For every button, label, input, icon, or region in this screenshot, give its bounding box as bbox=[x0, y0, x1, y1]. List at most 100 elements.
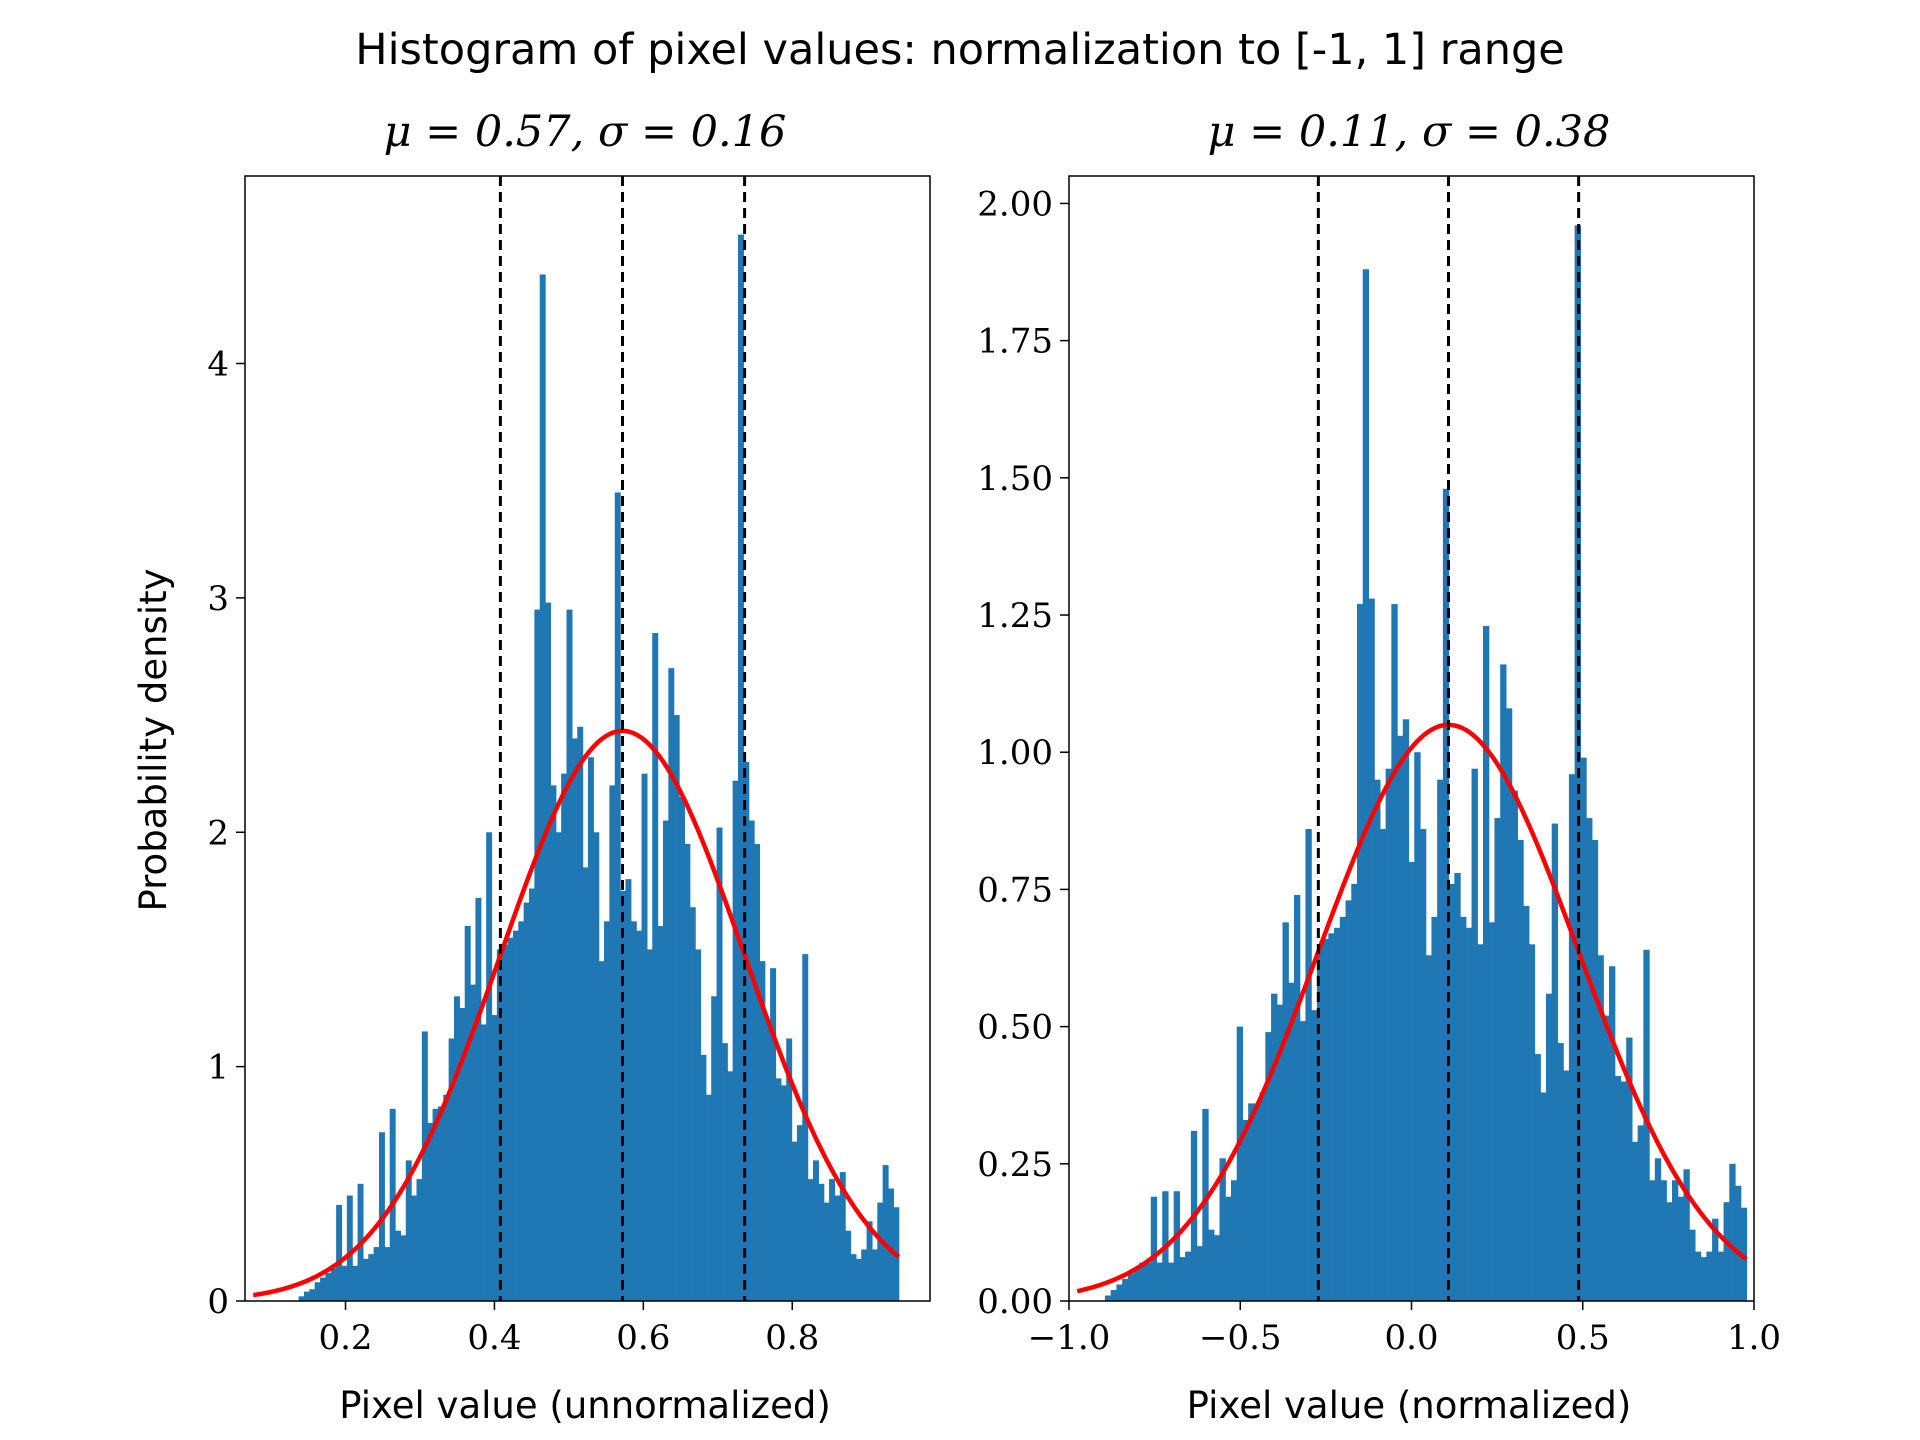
left-x-axis-label: Pixel value (unnormalized) bbox=[339, 1384, 831, 1427]
right-histogram-bars bbox=[1104, 225, 1748, 1301]
left-y-tick-label: 0 bbox=[207, 1282, 229, 1322]
right-y-tick-label: 1.50 bbox=[977, 459, 1053, 499]
left-histogram-bar bbox=[641, 773, 648, 1301]
left-histogram-panel: μ = 0.57, σ = 0.16 0.2 0.4 0.6 0.8 0 1 2 3 4 Pi… bbox=[132, 107, 931, 1427]
left-histogram-bar bbox=[689, 907, 696, 1301]
right-histogram-bar bbox=[1729, 1163, 1736, 1301]
right-histogram-bar bbox=[1248, 1103, 1255, 1301]
right-histogram-bar bbox=[1563, 1070, 1570, 1301]
left-histogram-bar bbox=[518, 921, 525, 1301]
right-histogram-bar bbox=[1236, 1026, 1244, 1301]
right-histogram-bar bbox=[1609, 966, 1616, 1301]
left-histogram-bar bbox=[721, 1043, 728, 1301]
left-histogram-bar bbox=[630, 921, 637, 1301]
left-histogram-bar bbox=[786, 1038, 793, 1301]
left-histogram-bar bbox=[475, 897, 482, 1302]
right-histogram-bar bbox=[1712, 1218, 1719, 1301]
left-panel-title: μ = 0.57, σ = 0.16 bbox=[384, 107, 787, 157]
right-histogram-bar bbox=[1230, 1180, 1238, 1301]
right-histogram-bar bbox=[1414, 752, 1421, 1301]
right-y-tick-label: 1.25 bbox=[977, 596, 1053, 636]
left-histogram-bar bbox=[813, 1160, 819, 1302]
right-histogram-bar bbox=[1185, 1251, 1192, 1301]
right-histogram-bar bbox=[1253, 1103, 1261, 1301]
left-histogram-bar bbox=[780, 1085, 787, 1302]
left-histogram-bar bbox=[352, 1265, 359, 1301]
right-histogram-bar bbox=[1448, 883, 1455, 1301]
right-histogram-bar bbox=[1717, 1251, 1725, 1301]
left-histogram-bar bbox=[502, 944, 509, 1301]
right-histogram-bar bbox=[1328, 933, 1335, 1301]
right-histogram-bar bbox=[1219, 1158, 1226, 1301]
right-histogram-bar bbox=[1322, 938, 1329, 1301]
right-panel-title: μ = 0.11, σ = 0.38 bbox=[1208, 107, 1611, 157]
left-histogram-bar bbox=[325, 1272, 332, 1302]
left-histogram-bar bbox=[320, 1277, 326, 1301]
left-histogram-bar bbox=[470, 984, 477, 1301]
left-histogram-bar bbox=[373, 1247, 380, 1301]
left-histogram-bar bbox=[684, 843, 691, 1301]
right-histogram-bar bbox=[1431, 916, 1438, 1301]
left-histogram-bar bbox=[593, 832, 600, 1301]
right-y-tick-label: 0.00 bbox=[977, 1282, 1053, 1322]
left-histogram-bar bbox=[443, 1094, 450, 1301]
right-histogram-bar bbox=[1156, 1262, 1163, 1301]
figure-title: Histogram of pixel values: normalization… bbox=[355, 25, 1565, 75]
left-histogram-bar bbox=[829, 1179, 836, 1302]
left-x-tick-label: 0.4 bbox=[467, 1318, 521, 1358]
left-histogram-bar bbox=[866, 1221, 873, 1301]
left-histogram-bar bbox=[695, 949, 702, 1301]
left-y-axis-label: Probability density bbox=[132, 568, 175, 911]
right-y-tick-label: 0.25 bbox=[977, 1145, 1053, 1185]
left-x-tick-label: 0.6 bbox=[616, 1318, 670, 1358]
right-histogram-bar bbox=[1534, 1054, 1541, 1301]
right-histogram-bar bbox=[1683, 1169, 1690, 1301]
right-histogram-bar bbox=[1276, 1004, 1284, 1301]
left-histogram-bar bbox=[545, 602, 552, 1301]
left-histogram-bar bbox=[416, 1179, 423, 1302]
right-histogram-bar bbox=[1362, 269, 1370, 1301]
left-histogram-bar bbox=[657, 926, 664, 1301]
left-histogram-bar bbox=[732, 780, 739, 1301]
right-histogram-bar bbox=[1437, 779, 1444, 1301]
right-x-axis-label: Pixel value (normalized) bbox=[1187, 1384, 1632, 1427]
left-histogram-bar bbox=[598, 961, 605, 1301]
right-histogram-bar bbox=[1104, 1295, 1112, 1301]
left-histogram-bar bbox=[871, 1249, 878, 1301]
right-histogram-bar bbox=[1265, 1032, 1272, 1301]
left-histogram-bars bbox=[298, 234, 900, 1302]
right-histogram-bar bbox=[1620, 1081, 1627, 1301]
left-histogram-bar bbox=[775, 1078, 782, 1301]
left-histogram-bar bbox=[587, 757, 594, 1301]
left-histogram-bar bbox=[770, 968, 777, 1301]
left-histogram-bar bbox=[743, 761, 750, 1301]
right-histogram-bar bbox=[1259, 1092, 1266, 1301]
right-histogram-bar bbox=[1603, 1015, 1610, 1301]
left-histogram-bar bbox=[550, 785, 557, 1302]
left-histogram-bar bbox=[754, 843, 761, 1301]
left-histogram-bar bbox=[818, 1183, 825, 1301]
right-histogram-bar bbox=[1586, 818, 1593, 1301]
left-histogram-bar bbox=[625, 879, 632, 1302]
left-histogram-bar bbox=[807, 1179, 814, 1302]
left-histogram-bar bbox=[539, 274, 546, 1302]
left-histogram-bar bbox=[507, 937, 514, 1301]
right-histogram-bar bbox=[1700, 1257, 1707, 1301]
left-histogram-bar bbox=[737, 234, 744, 1302]
right-histogram-bar bbox=[1568, 774, 1576, 1301]
left-histogram-bar bbox=[571, 738, 578, 1301]
right-histogram-bar bbox=[1173, 1191, 1181, 1301]
left-histogram-bar bbox=[636, 930, 643, 1301]
right-histogram-bar bbox=[1196, 1246, 1203, 1301]
left-histogram-bar bbox=[834, 1195, 841, 1301]
left-y-tick-label: 4 bbox=[207, 345, 229, 385]
right-histogram-bar bbox=[1282, 922, 1289, 1301]
right-histogram-bar bbox=[1351, 883, 1358, 1301]
left-histogram-bar bbox=[523, 902, 530, 1301]
left-axes-frame bbox=[244, 175, 931, 1302]
right-x-tick-label: −1.0 bbox=[1028, 1318, 1111, 1358]
left-histogram-bar bbox=[764, 1019, 771, 1301]
left-histogram-bar bbox=[705, 1094, 712, 1301]
right-x-ticks: −1.0 −0.5 0.0 0.5 1.0 bbox=[1028, 1301, 1781, 1358]
